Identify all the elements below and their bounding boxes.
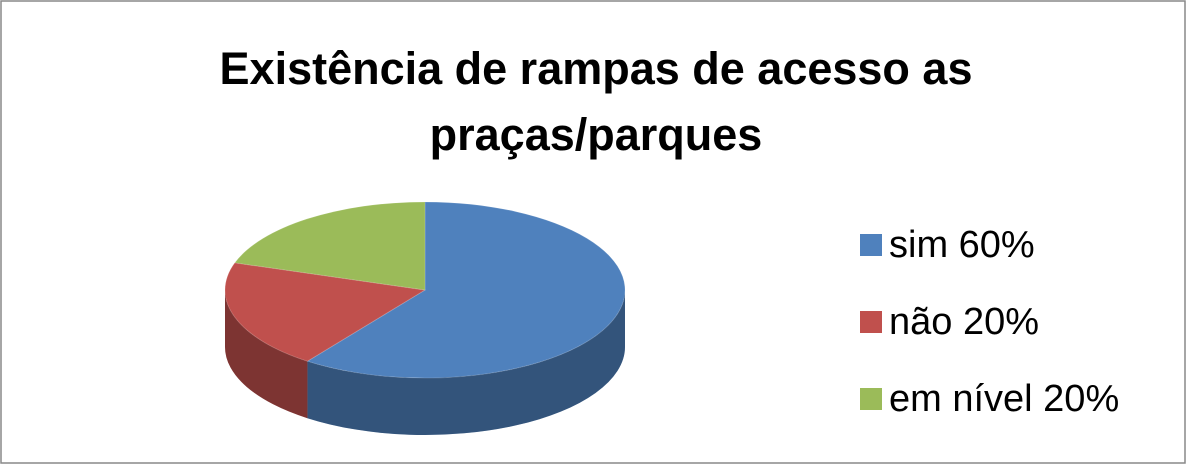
chart-title: Existência de rampas de acesso as <box>220 43 973 94</box>
slice-side <box>307 290 625 435</box>
legend-swatch <box>860 311 882 333</box>
slice-side-shade <box>307 290 625 435</box>
legend-label: em nível 20% <box>889 378 1119 420</box>
slice <box>224 262 427 362</box>
slice-side-shade <box>225 290 308 419</box>
legend-swatch <box>860 388 882 410</box>
chart-title: praças/parques <box>430 109 763 160</box>
legend-swatch <box>860 234 882 256</box>
slice <box>306 201 626 379</box>
slice <box>233 201 426 291</box>
legend-label: não 20% <box>889 301 1039 343</box>
slice-side <box>225 290 308 419</box>
legend-label: sim 60% <box>889 224 1035 266</box>
